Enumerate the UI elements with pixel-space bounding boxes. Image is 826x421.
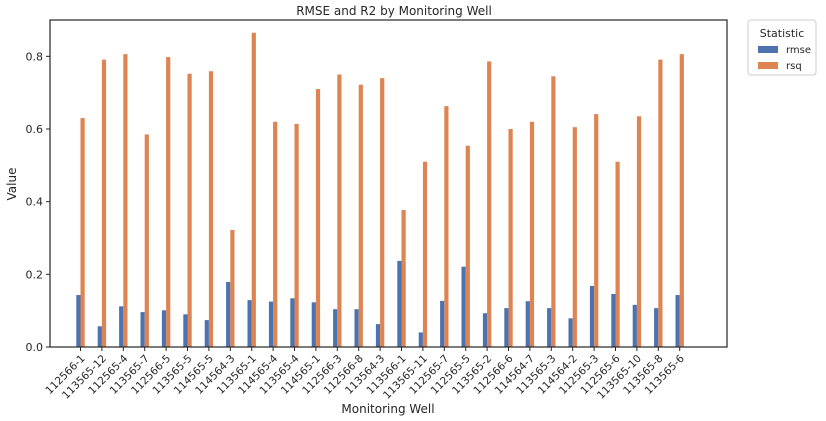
bar-rsq (529, 121, 535, 347)
x-axis-label: Monitoring Well (341, 402, 434, 416)
legend: Statistic rmse rsq (747, 19, 817, 76)
bar-rsq (465, 145, 470, 347)
bar-rsq (315, 89, 321, 348)
bar-rsq (101, 59, 107, 347)
bar-rsq (487, 61, 492, 348)
bar-rmse (461, 266, 466, 347)
bar-rsq (80, 118, 85, 347)
bar-rsq (208, 71, 214, 347)
bar-rsq (294, 123, 299, 347)
bar-rmse (204, 320, 209, 347)
bar-rsq (273, 121, 278, 347)
bar-rmse (354, 309, 359, 347)
bar-rmse (247, 300, 252, 347)
bar-rsq (187, 73, 192, 348)
bar-rmse (268, 301, 274, 347)
bar-rmse (632, 304, 637, 347)
bar-rmse (654, 308, 659, 347)
bar-rmse (397, 260, 402, 347)
bar-rmse (333, 309, 338, 347)
bar-rsq (166, 57, 171, 348)
legend-swatch-rsq (758, 62, 778, 69)
bar-rsq (422, 161, 428, 347)
bar-rmse (482, 313, 488, 347)
y-tick-label: 0.4 (26, 196, 44, 209)
bar-rmse (161, 310, 167, 347)
chart-title: RMSE and R2 by Monitoring Well (296, 4, 492, 18)
bar-rsq (679, 54, 684, 348)
bar-rmse (311, 302, 316, 347)
bars-group (76, 32, 684, 348)
bar-rsq (551, 76, 556, 348)
bar-rmse (568, 318, 573, 347)
bar-rsq (337, 74, 342, 347)
bar-rsq (615, 161, 620, 347)
x-axis-ticks: 112566-1113565-12112565-4113565-7112566-… (43, 347, 687, 402)
bar-rmse (140, 312, 145, 347)
bar-rsq (230, 230, 235, 347)
bar-rsq (636, 116, 642, 348)
bar-rmse (290, 298, 295, 347)
bar-rmse (375, 324, 381, 347)
bar-rmse (418, 332, 423, 347)
bar-rsq (358, 84, 363, 347)
bar-rsq (144, 134, 149, 347)
bar-rsq (251, 32, 256, 347)
bar-rsq (123, 54, 128, 348)
bar-rmse (547, 308, 552, 347)
y-axis-ticks: 0.0 0.2 0.4 0.6 0.8 (26, 50, 50, 354)
plot-frame (49, 19, 728, 348)
bar-rsq (508, 129, 513, 347)
bar-rmse (675, 295, 680, 347)
bar-rmse (226, 281, 231, 347)
legend-title: Statistic (760, 27, 805, 40)
bar-rmse (525, 301, 530, 347)
bar-rsq (594, 114, 599, 347)
bar-rmse (183, 314, 188, 347)
y-tick-label: 0.6 (26, 123, 44, 136)
legend-label-rmse: rmse (786, 45, 811, 56)
bar-rsq (380, 78, 385, 347)
bar-rmse (119, 306, 124, 347)
y-tick-label: 0.8 (26, 50, 44, 63)
legend-label-rsq: rsq (786, 61, 802, 72)
bar-rmse (76, 295, 81, 347)
bar-rsq (444, 106, 449, 347)
bar-rmse (589, 285, 595, 347)
bar-rsq (572, 127, 577, 347)
y-tick-label: 0.2 (26, 268, 44, 281)
bar-rmse (440, 300, 445, 347)
legend-box (747, 19, 817, 76)
y-tick-label: 0.0 (26, 341, 44, 354)
y-axis-label: Value (5, 168, 19, 201)
bar-rsq (401, 210, 406, 347)
bar-rmse (504, 308, 509, 347)
legend-swatch-rmse (758, 46, 778, 53)
bar-rmse (97, 326, 102, 347)
bar-rmse (611, 293, 616, 347)
bar-rsq (658, 59, 663, 347)
